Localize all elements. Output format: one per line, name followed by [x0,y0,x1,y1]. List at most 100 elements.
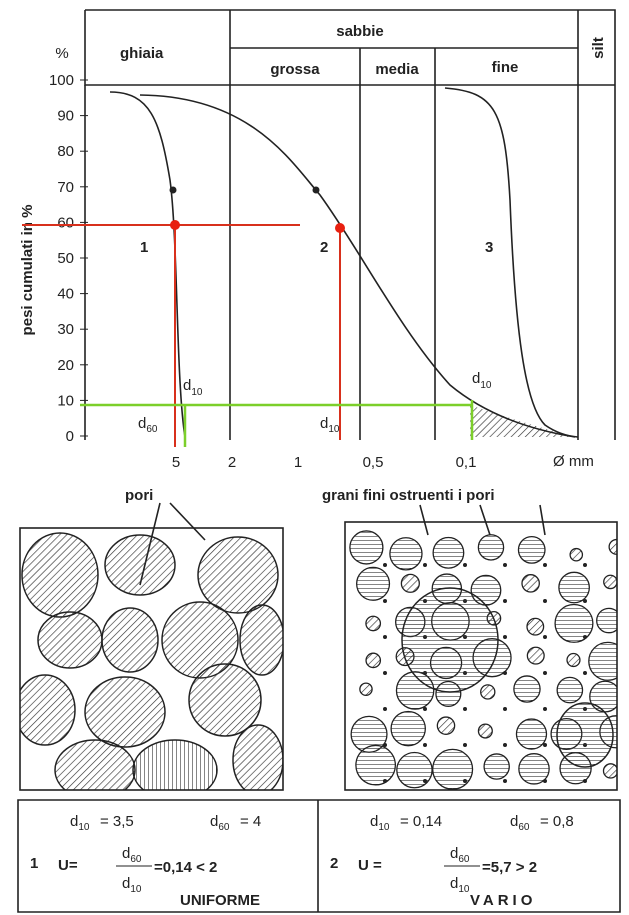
grain [483,753,510,780]
grain [359,682,373,696]
grain [104,534,176,596]
y-tick-label: 10 [57,392,74,409]
u-result: =0,14 < 2 [154,859,217,876]
fine-label: fine [492,59,519,76]
grain [349,530,384,565]
subscript-label: d60 [210,813,230,833]
d10-value: = 0,14 [400,813,442,830]
fine-grain [423,743,427,747]
d60-point [170,220,180,230]
fine-grain [583,671,587,675]
d60-point [335,223,345,233]
silt-label: silt [590,37,607,59]
grain [20,674,76,746]
fine-grain [383,563,387,567]
grain [101,607,159,673]
fine-grain [623,743,627,747]
fine-grain [503,707,507,711]
subscript-label: d10 [70,813,90,833]
d10-marker: d10 [320,415,340,435]
sands-label: sabbie [336,23,384,40]
subscript-label: d60 [122,845,142,865]
subscript-label: d60 [450,845,470,865]
grain [515,718,548,750]
fine-grain [423,779,427,783]
fine-grain [503,743,507,747]
curve-label: 2 [320,239,328,256]
grain [365,615,382,632]
grain [517,535,546,564]
fine-grain [543,563,547,567]
grain [356,566,391,601]
fine-grain [623,707,627,711]
curve-1 [109,91,186,438]
grain [554,603,594,643]
medium-label: media [375,61,419,78]
fine-grain [503,779,507,783]
grain [132,739,218,790]
grain [556,676,584,704]
results-table [17,799,621,913]
grain [239,604,283,676]
fine-grain [543,743,547,747]
fine-grain [383,779,387,783]
fine-grain [503,563,507,567]
x-unit: Ø mm [553,453,594,470]
fine-grain [583,635,587,639]
curve-2 [139,94,576,438]
grain [21,532,99,618]
y-tick-label: 80 [57,143,74,160]
subscript-label: d10 [122,875,142,895]
graded-sample [344,521,618,791]
fine-grain [503,599,507,603]
grain [513,675,541,703]
grain [390,710,426,747]
fine-grain [543,671,547,675]
grain [188,663,262,737]
grain-size-chart: ghiaia sabbie grossa media fine silt % p… [19,9,616,471]
subscript-label: d10 [450,875,470,895]
fine-grain [583,779,587,783]
point [312,186,320,194]
y-tick-label: 0 [66,428,74,445]
x-tick-label: 2 [228,454,236,471]
fine-grain [383,635,387,639]
unit-label: % [55,45,68,62]
fine-grain [543,707,547,711]
fine-grain [423,707,427,711]
grain [602,763,617,779]
grain [401,587,499,693]
verdict: UNIFORME [180,892,260,909]
grain [396,751,433,789]
grain [436,716,456,735]
y-tick-label: 20 [57,357,74,374]
grain [197,536,279,614]
grain [355,744,397,786]
d60-value: = 0,8 [540,813,574,830]
uniform-sample [19,527,284,791]
d10-marker: d10 [472,370,492,391]
coarse-label: grossa [270,61,320,78]
fine-grain [583,563,587,567]
fine-grain [543,599,547,603]
grain [596,607,617,634]
grain [480,684,496,700]
grain [518,753,550,785]
grain [526,617,545,636]
u-result: =5,7 > 2 [482,859,537,876]
grain [526,646,545,665]
u-label: U = [358,857,382,874]
d10-lines [80,400,474,447]
fine-grain [383,599,387,603]
fine-grain [383,707,387,711]
d60-marker: d60 [138,415,158,435]
fine-grain [623,563,627,567]
x-tick-label: 5 [172,454,180,471]
x-tick-label: 0,1 [456,454,477,471]
grain [603,574,617,590]
curve-label: 3 [485,239,493,256]
grain [566,652,581,668]
grain [54,739,136,790]
y-tick-label: 30 [57,321,74,338]
fine-grain [503,671,507,675]
